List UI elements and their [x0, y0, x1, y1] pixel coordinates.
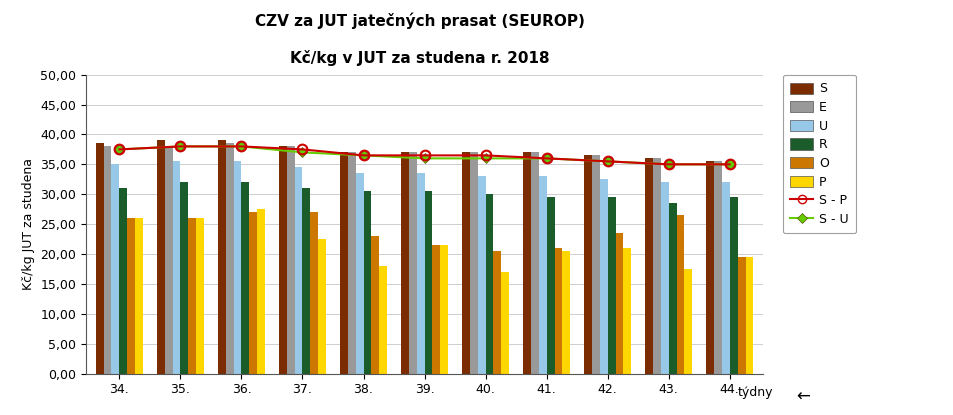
Bar: [416, 173, 424, 374]
Bar: [180, 182, 188, 374]
Bar: [668, 203, 676, 374]
Bar: [363, 191, 371, 374]
Bar: [461, 152, 469, 374]
Bar: [538, 176, 546, 374]
Bar: [493, 251, 501, 374]
Bar: [607, 197, 615, 374]
Bar: [554, 248, 562, 374]
Bar: [104, 146, 112, 374]
Bar: [241, 182, 249, 374]
Bar: [660, 182, 668, 374]
Bar: [217, 140, 225, 374]
Bar: [95, 144, 104, 374]
Bar: [546, 197, 554, 374]
Bar: [501, 272, 509, 374]
Bar: [257, 209, 265, 374]
Bar: [652, 159, 660, 374]
Bar: [119, 188, 127, 374]
Bar: [286, 146, 294, 374]
Bar: [165, 146, 172, 374]
Bar: [318, 239, 326, 374]
Bar: [729, 197, 737, 374]
Text: ←: ←: [796, 388, 810, 406]
Bar: [583, 155, 591, 374]
Bar: [599, 179, 607, 374]
Bar: [310, 212, 318, 374]
Bar: [371, 236, 379, 374]
Bar: [615, 233, 623, 374]
Bar: [477, 176, 485, 374]
Bar: [676, 215, 683, 374]
Bar: [339, 152, 347, 374]
Y-axis label: Kč/kg JUT za studena: Kč/kg JUT za studena: [22, 158, 34, 290]
Bar: [249, 212, 257, 374]
Bar: [135, 218, 143, 374]
Bar: [744, 257, 753, 374]
Bar: [485, 194, 493, 374]
Bar: [379, 266, 387, 374]
Bar: [562, 251, 570, 374]
Bar: [225, 144, 233, 374]
Bar: [127, 218, 135, 374]
Bar: [400, 152, 408, 374]
Bar: [522, 152, 530, 374]
Bar: [530, 152, 538, 374]
Bar: [188, 218, 196, 374]
Text: CZV za JUT jatečných prasat (SEUROP): CZV za JUT jatečných prasat (SEUROP): [254, 12, 584, 29]
Bar: [156, 140, 165, 374]
Legend: S, E, U, R, O, P, S - P, S - U: S, E, U, R, O, P, S - P, S - U: [782, 75, 856, 233]
Bar: [623, 248, 631, 374]
Bar: [721, 182, 729, 374]
Bar: [112, 164, 119, 374]
Bar: [737, 257, 744, 374]
Bar: [713, 161, 721, 374]
Bar: [591, 155, 599, 374]
Bar: [683, 269, 692, 374]
Bar: [469, 152, 477, 374]
Bar: [440, 245, 448, 374]
Bar: [302, 188, 310, 374]
Bar: [294, 167, 302, 374]
Bar: [196, 218, 204, 374]
Bar: [278, 146, 286, 374]
Bar: [644, 159, 652, 374]
Text: Kč/kg v JUT za studena r. 2018: Kč/kg v JUT za studena r. 2018: [290, 50, 549, 66]
Bar: [172, 161, 180, 374]
Text: týdny: týdny: [737, 386, 772, 399]
Bar: [705, 161, 713, 374]
Bar: [408, 152, 416, 374]
Bar: [424, 191, 432, 374]
Bar: [355, 173, 363, 374]
Bar: [347, 152, 355, 374]
Bar: [432, 245, 440, 374]
Bar: [233, 161, 241, 374]
